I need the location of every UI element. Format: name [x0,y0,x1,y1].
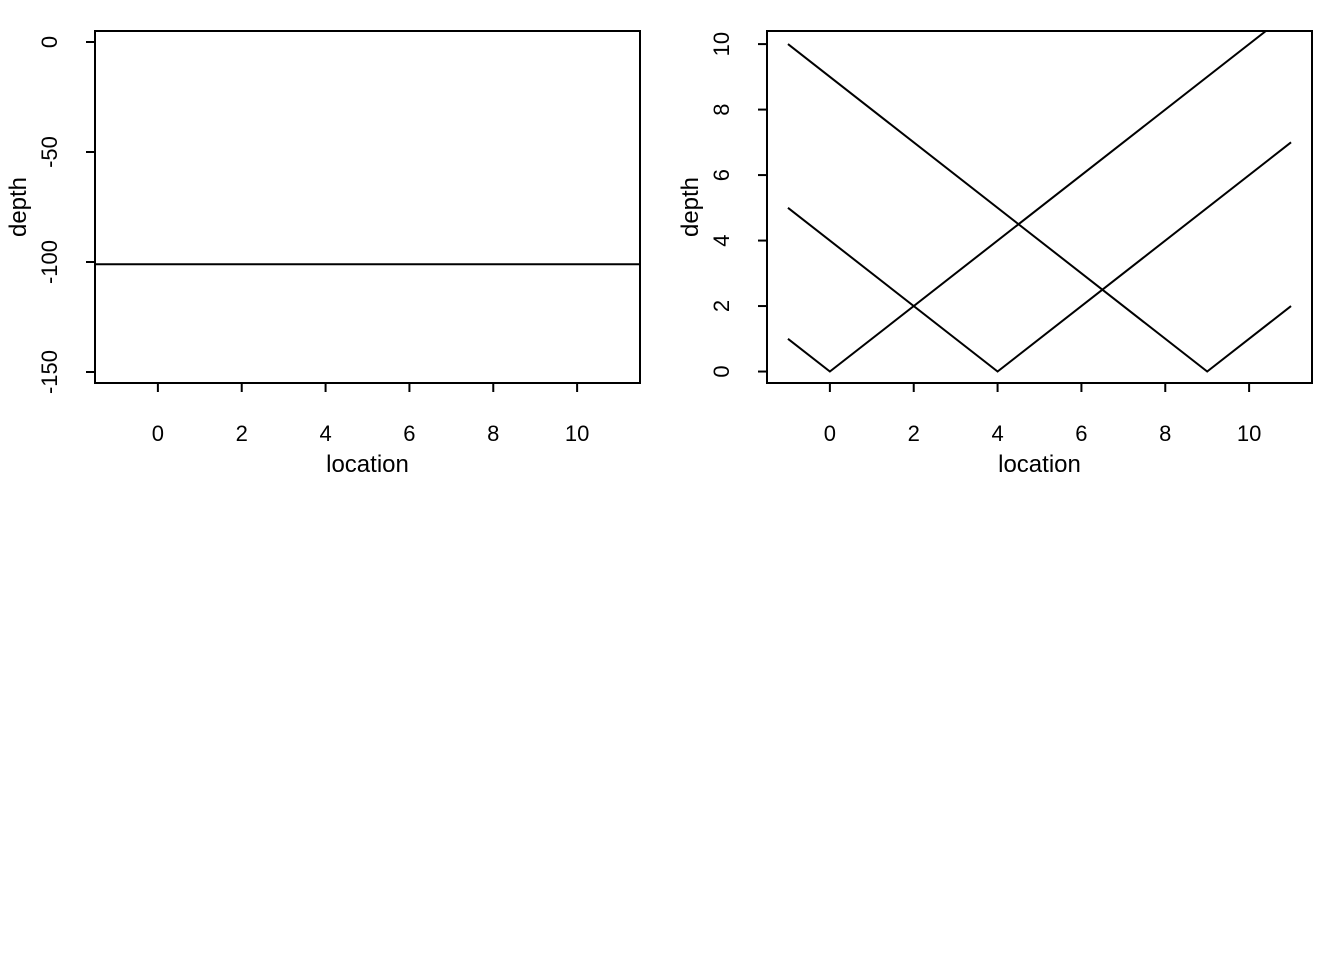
x-tick-label: 2 [908,421,920,446]
y-tick-label: 0 [37,36,62,48]
y-tick-label: 10 [709,32,734,56]
plot-frame [95,31,640,383]
y-axis-title: depth [677,177,704,237]
series-line-2 [788,142,1291,371]
x-tick-label: 4 [991,421,1003,446]
y-tick-label: -100 [37,240,62,284]
x-tick-label: 0 [152,421,164,446]
y-tick-label: -50 [37,136,62,168]
series-line-1 [788,31,1266,372]
y-tick-label: 0 [709,365,734,377]
x-axis-title: location [998,451,1081,478]
x-tick-label: 6 [1075,421,1087,446]
x-tick-label: 10 [565,421,589,446]
x-tick-label: 8 [1159,421,1171,446]
x-tick-label: 8 [487,421,499,446]
plot-panel-2: 0 2 4 6 8 10 location 0 2 4 6 8 10 depth [677,31,1312,478]
plot-panel-1: 0 2 4 6 8 10 location 0 -50 -100 -150 depth [5,31,640,478]
x-tick-label: 4 [319,421,331,446]
x-axis-title: location [326,451,409,478]
x-tick-label: 0 [824,421,836,446]
x-tick-label: 6 [403,421,415,446]
y-tick-label: 6 [709,169,734,181]
y-tick-label: 8 [709,103,734,115]
x-tick-label: 10 [1237,421,1261,446]
y-axis-title: depth [5,177,32,237]
y-tick-label: -150 [37,350,62,394]
y-tick-label: 4 [709,234,734,246]
x-tick-label: 2 [236,421,248,446]
y-tick-label: 2 [709,300,734,312]
